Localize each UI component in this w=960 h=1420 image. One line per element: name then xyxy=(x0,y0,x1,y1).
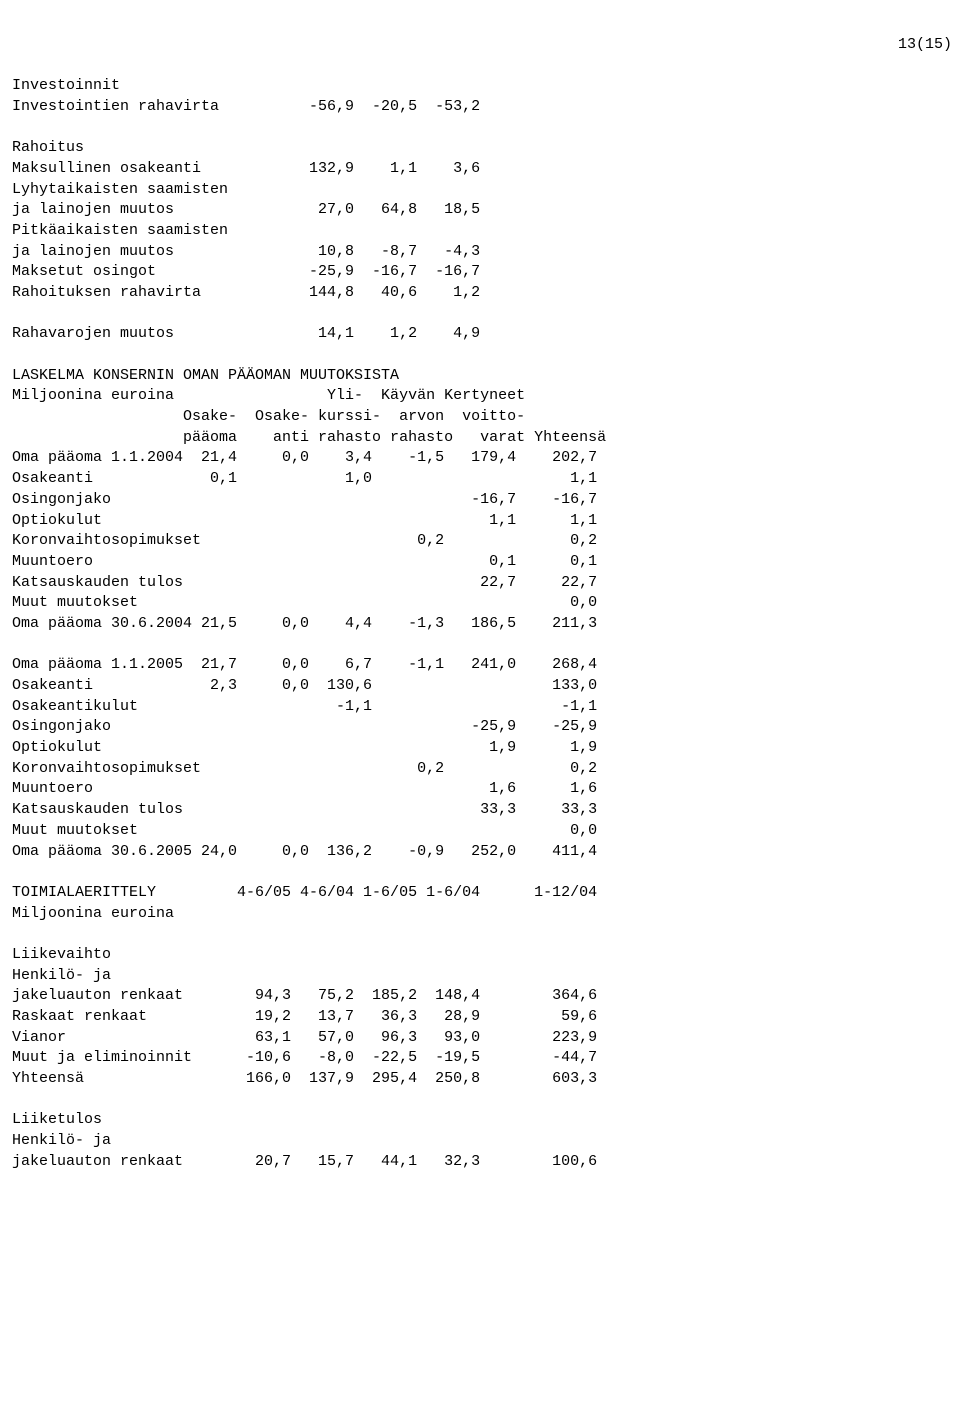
line: jakeluauton renkaat 20,7 15,7 44,1 32,3 … xyxy=(12,1153,597,1170)
line: Muuntoero 0,1 0,1 xyxy=(12,553,597,570)
line: Miljoonina euroina Yli- Käyvän Kertyneet xyxy=(12,387,525,404)
line: Oma pääoma 1.1.2004 21,4 0,0 3,4 -1,5 17… xyxy=(12,449,597,466)
line: Henkilö- ja xyxy=(12,1132,111,1149)
line: Oma pääoma 1.1.2005 21,7 0,0 6,7 -1,1 24… xyxy=(12,656,597,673)
line: Investoinnit xyxy=(12,77,120,94)
line: Osakeanti 0,1 1,0 1,1 xyxy=(12,470,597,487)
line: Koronvaihtosopimukset 0,2 0,2 xyxy=(12,760,597,777)
line: Osingonjako -16,7 -16,7 xyxy=(12,491,597,508)
line: Miljoonina euroina xyxy=(12,905,174,922)
line: Osakeanti 2,3 0,0 130,6 133,0 xyxy=(12,677,597,694)
line: Oma pääoma 30.6.2005 24,0 0,0 136,2 -0,9… xyxy=(12,843,597,860)
line: Katsauskauden tulos 33,3 33,3 xyxy=(12,801,597,818)
line: Muut ja eliminoinnit -10,6 -8,0 -22,5 -1… xyxy=(12,1049,597,1066)
line: Yhteensä 166,0 137,9 295,4 250,8 603,3 xyxy=(12,1070,597,1087)
line: Liiketulos xyxy=(12,1111,102,1128)
line: Rahoitus xyxy=(12,139,84,156)
line: pääoma anti rahasto rahasto varat Yhteen… xyxy=(12,429,606,446)
line: Pitkäaikaisten saamisten xyxy=(12,222,228,239)
line: Henkilö- ja xyxy=(12,967,111,984)
section-heading: LASKELMA KONSERNIN OMAN PÄÄOMAN MUUTOKSI… xyxy=(12,367,399,384)
line: Osingonjako -25,9 -25,9 xyxy=(12,718,597,735)
line: Osake- Osake- kurssi- arvon voitto- xyxy=(12,408,525,425)
line: Rahoituksen rahavirta 144,8 40,6 1,2 xyxy=(12,284,480,301)
line: Muut muutokset 0,0 xyxy=(12,594,597,611)
line: Osakeantikulut -1,1 -1,1 xyxy=(12,698,597,715)
section-heading: TOIMIALAERITTELY 4-6/05 4-6/04 1-6/05 1-… xyxy=(12,884,597,901)
line: Optiokulut 1,9 1,9 xyxy=(12,739,597,756)
line: Lyhytaikaisten saamisten xyxy=(12,181,228,198)
line: Rahavarojen muutos 14,1 1,2 4,9 xyxy=(12,325,480,342)
line: Maksetut osingot -25,9 -16,7 -16,7 xyxy=(12,263,480,280)
line: Muut muutokset 0,0 xyxy=(12,822,597,839)
line: ja lainojen muutos 10,8 -8,7 -4,3 xyxy=(12,243,480,260)
line: jakeluauton renkaat 94,3 75,2 185,2 148,… xyxy=(12,987,597,1004)
line: Raskaat renkaat 19,2 13,7 36,3 28,9 59,6 xyxy=(12,1008,597,1025)
line: ja lainojen muutos 27,0 64,8 18,5 xyxy=(12,201,480,218)
document-page: 13(15) Investoinnit Investointien rahavi… xyxy=(0,0,960,1187)
line: Muuntoero 1,6 1,6 xyxy=(12,780,597,797)
line: Optiokulut 1,1 1,1 xyxy=(12,512,597,529)
line: Investointien rahavirta -56,9 -20,5 -53,… xyxy=(12,98,480,115)
line: Maksullinen osakeanti 132,9 1,1 3,6 xyxy=(12,160,480,177)
line: Liikevaihto xyxy=(12,946,111,963)
line: Oma pääoma 30.6.2004 21,5 0,0 4,4 -1,3 1… xyxy=(12,615,597,632)
line: Koronvaihtosopimukset 0,2 0,2 xyxy=(12,532,597,549)
page-number: 13(15) xyxy=(12,35,954,56)
line: Vianor 63,1 57,0 96,3 93,0 223,9 xyxy=(12,1029,597,1046)
line: Katsauskauden tulos 22,7 22,7 xyxy=(12,574,597,591)
